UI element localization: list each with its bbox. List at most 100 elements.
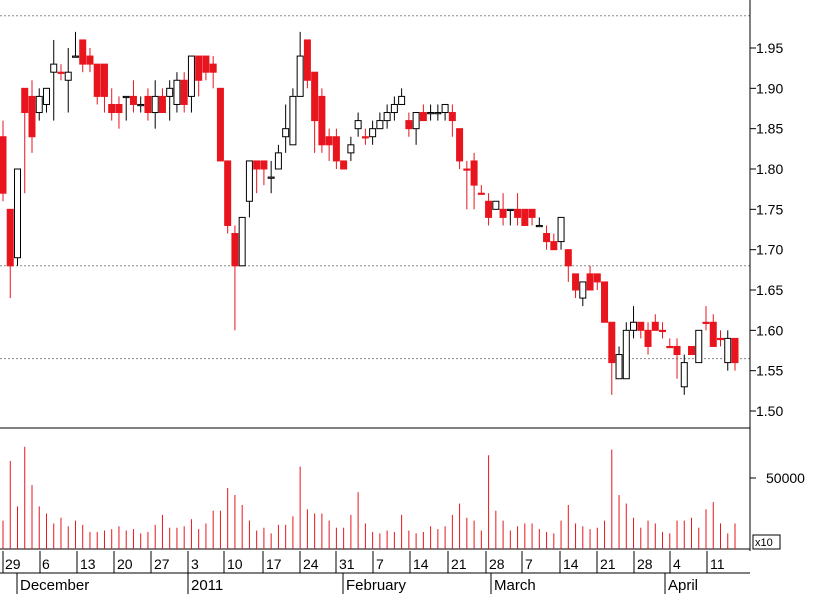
candle [369, 120, 377, 145]
candle-body [274, 152, 282, 170]
day-label: 28 [489, 556, 505, 572]
candle [535, 217, 543, 228]
price-tick-label: 1.90 [756, 80, 783, 96]
candles [0, 31, 739, 395]
candle-body [463, 168, 471, 171]
day-label: 4 [673, 556, 681, 572]
price-tick-label: 1.60 [756, 322, 783, 338]
candle-body [100, 63, 108, 97]
day-label: 3 [191, 556, 199, 572]
candle [253, 160, 261, 194]
candle [187, 55, 195, 113]
candle-body [35, 95, 43, 114]
candle-body [535, 224, 543, 228]
candle [347, 136, 355, 161]
candle-body [717, 337, 725, 341]
candle [93, 63, 101, 105]
candle-body [441, 103, 449, 114]
candle [108, 88, 116, 121]
candle [340, 160, 348, 170]
candle [209, 56, 217, 89]
price-tick: 1.55 [750, 363, 783, 379]
day-labels: 29 6 13 20 27 3 10 17 24 31 7 14 21 28 7… [5, 556, 725, 572]
candle-body [267, 176, 275, 179]
candle [659, 322, 667, 339]
candle-body [666, 345, 674, 349]
candle [289, 88, 297, 146]
candle [195, 55, 203, 97]
candle [688, 345, 696, 356]
day-label: 21 [600, 556, 616, 572]
candle-body [354, 120, 362, 130]
candle [13, 168, 21, 266]
day-label: 27 [154, 556, 170, 572]
candle [630, 306, 638, 339]
candle-body [630, 321, 638, 331]
candle-body [601, 281, 609, 323]
candle-body [238, 216, 246, 267]
candle [144, 88, 152, 121]
candle [521, 208, 529, 226]
candle [86, 48, 94, 73]
candle [695, 329, 703, 364]
candle-body [224, 160, 232, 226]
candle [71, 31, 79, 58]
candle [499, 193, 507, 226]
candle-body [332, 136, 340, 162]
candle [57, 64, 65, 81]
day-label: 21 [451, 556, 467, 572]
candle-body [622, 329, 630, 380]
candle [311, 71, 319, 153]
candle [434, 104, 442, 121]
candle [383, 104, 391, 129]
candle-body [260, 160, 268, 170]
candle [485, 193, 493, 226]
candle [637, 321, 645, 339]
candle [608, 321, 616, 395]
price-tick-label: 1.65 [756, 282, 783, 298]
price-tick: 1.95 [750, 40, 783, 56]
candle [456, 128, 464, 169]
candle-body [21, 87, 29, 114]
candle-body [724, 337, 732, 364]
candle-body [122, 95, 130, 99]
candle [216, 87, 224, 162]
candle-body [64, 71, 72, 81]
price-tick: 1.90 [750, 80, 783, 96]
candle-body [477, 192, 485, 195]
candle [470, 152, 478, 210]
candle [593, 273, 601, 290]
candle [166, 80, 174, 121]
candle [137, 96, 145, 113]
candle-body [325, 136, 333, 146]
day-label: 28 [637, 556, 653, 572]
candle-body [470, 160, 478, 186]
candle [405, 112, 413, 137]
candle-body [644, 329, 652, 347]
candle [390, 96, 398, 121]
candle [543, 225, 551, 250]
month-label: February [346, 577, 407, 594]
volume-multiplier-label: x10 [755, 537, 773, 549]
candle [427, 104, 435, 121]
price-tick-label: 1.70 [756, 242, 783, 258]
day-label: 7 [525, 556, 533, 572]
candle [680, 354, 688, 395]
candle [267, 160, 275, 194]
candle [325, 128, 333, 161]
candle [564, 249, 572, 282]
x-axis: 29 6 13 20 27 3 10 17 24 31 7 14 21 28 7… [0, 551, 750, 594]
candle-body [216, 87, 224, 162]
candle-body [637, 321, 645, 331]
candle-body [71, 55, 79, 58]
candle-body [340, 160, 348, 170]
candle-body [702, 321, 710, 324]
day-label: 14 [413, 556, 429, 572]
candle-body [593, 273, 601, 283]
candle-body [709, 321, 717, 347]
day-label: 24 [303, 556, 319, 572]
candle-body [180, 79, 188, 105]
candle [158, 88, 166, 114]
candle [514, 193, 522, 226]
candle-body [0, 136, 7, 194]
